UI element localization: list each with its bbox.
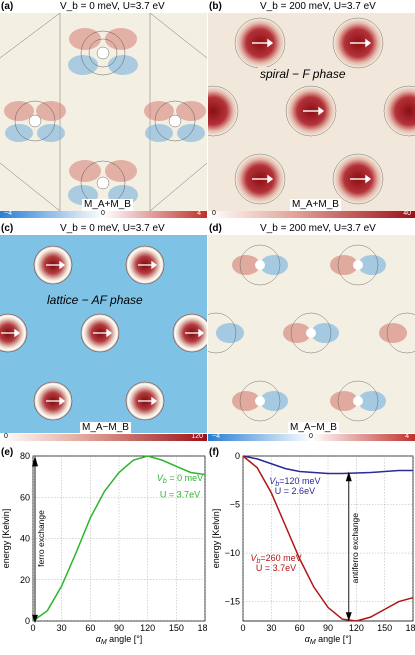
colorbar-min: 0 (4, 433, 8, 440)
map-label: M_A+M_B (290, 199, 341, 211)
phase-label: spiral − F phase (258, 67, 348, 81)
colorbar: 0 120 (0, 433, 207, 441)
x-tick-label: 180 (405, 623, 415, 633)
series-line-1 (242, 455, 413, 475)
y-tick-label: −5 (230, 500, 240, 510)
colorbar-max: 40 (403, 210, 411, 217)
panel-label: (e) (1, 447, 14, 458)
colorbar: 0 40 (208, 210, 415, 218)
exchange-annotation: antiferro exchange (350, 513, 360, 584)
lobe-cluster-right (144, 100, 206, 142)
panel-e: 0 30 60 90 120 150 180 0 20 40 60 80 αM angle [°] ene… (0, 446, 213, 650)
legend-red-line-2: U = 3.7eV (256, 563, 296, 573)
magnetization-map (208, 235, 415, 433)
x-tick-label: 30 (266, 623, 276, 633)
legend-line-1: Vb = 0 meV (157, 473, 203, 485)
x-tick-label: 180 (197, 623, 207, 633)
x-tick-label: 90 (323, 623, 333, 633)
arrow-head-up (32, 456, 38, 467)
x-tick-label: 0 (240, 623, 245, 633)
x-tick-label: 90 (114, 623, 124, 633)
y-tick-label: 0 (235, 451, 240, 461)
energy-chart-f: 0 30 60 90 120 150 180 0 −5 −10 −15 αM angle [°] ene… (211, 451, 415, 646)
y-tick-label: −15 (225, 597, 240, 607)
exchange-annotation: ferro exchange (36, 510, 46, 567)
y-tick-label: 40 (20, 534, 30, 544)
y-tick-label: 20 (20, 575, 30, 585)
x-tick-label: 150 (169, 623, 184, 633)
lobe-cluster-left (4, 100, 66, 142)
magnetization-map (0, 13, 207, 211)
magnetization-map (0, 235, 207, 433)
map-label: M_A−M_B (288, 422, 339, 434)
x-tick-label: 0 (30, 623, 35, 633)
arrow-head-down (32, 614, 38, 624)
energy-chart-e: 0 30 60 90 120 150 180 0 20 40 60 80 αM angle [°] ene… (1, 451, 213, 646)
series-line-2 (242, 455, 414, 622)
y-tick-label: 80 (20, 451, 30, 461)
y-tick-label: 60 (20, 492, 30, 502)
panel-label: (d) (209, 223, 222, 234)
y-tick-label: −10 (225, 548, 240, 558)
panel-a: (a) V_b = 0 meV, U=3.7 eV (0, 0, 207, 218)
panel-b: (b) V_b = 200 meV, U=3.7 eV spiral − F p… (208, 0, 415, 218)
panel-title: V_b = 200 meV, U=3.7 eV (260, 223, 376, 234)
map-label: M_A−M_B (80, 422, 131, 434)
y-tick-label: 0 (25, 616, 30, 626)
colorbar-min: −4 (212, 433, 220, 440)
lobe-cluster-top (68, 28, 138, 76)
panel-title: V_b = 0 meV, U=3.7 eV (60, 223, 165, 234)
panel-label: (c) (1, 223, 14, 234)
y-axis-label: energy [Kelvin] (1, 509, 11, 569)
legend-blue-line-1: Vb=120 meV (269, 476, 320, 488)
arrow-head-down (345, 612, 352, 621)
colorbar-mid: 0 (101, 210, 105, 217)
colorbar-min: −4 (4, 210, 12, 217)
panel-title: V_b = 0 meV, U=3.7 eV (60, 1, 165, 12)
x-axis-label: αM angle [°] (96, 634, 143, 646)
colorbar-max: 4 (405, 433, 409, 440)
spin-arrows (252, 38, 372, 184)
spin-arrows (1, 260, 205, 406)
panel-label: (a) (1, 1, 14, 12)
panel-c: (c) V_b = 0 meV, U=3.7 eV lattice − AF p… (0, 222, 207, 441)
panel-d: (d) V_b = 200 meV, U=3.7 eV (208, 222, 415, 441)
panel-label: (b) (209, 1, 222, 12)
panel-title: V_b = 200 meV, U=3.7 eV (260, 1, 376, 12)
colorbar-max: 4 (197, 210, 201, 217)
x-tick-label: 150 (377, 623, 392, 633)
x-tick-label: 120 (349, 623, 364, 633)
arrow-head-up (345, 471, 352, 482)
colorbar: −4 0 4 (208, 433, 415, 441)
colorbar-mid: 0 (309, 433, 313, 440)
x-tick-label: 120 (140, 623, 155, 633)
colorbar: −4 0 4 (0, 210, 207, 218)
colorbar-min: 0 (212, 210, 216, 217)
legend-line-2: U = 3.7eV (160, 489, 200, 499)
lobe-pattern (208, 244, 415, 422)
panel-f: 0 30 60 90 120 150 180 0 −5 −10 −15 αM angle [°] ene… (208, 446, 415, 650)
magnetization-map (208, 13, 415, 211)
series-line-1 (32, 455, 206, 622)
colorbar-max: 120 (191, 433, 203, 440)
phase-label: lattice − AF phase (47, 293, 143, 307)
x-tick-label: 60 (295, 623, 305, 633)
map-label: M_A+M_B (82, 199, 133, 211)
x-axis-label: αM angle [°] (305, 634, 352, 646)
x-tick-label: 60 (85, 623, 95, 633)
panel-label: (f) (209, 447, 219, 458)
legend-red-line-1: Vb=260 meV (250, 553, 301, 565)
y-axis-label: energy [Kelvin] (211, 509, 221, 569)
legend-blue-line-2: U = 2.6eV (275, 486, 315, 496)
x-tick-label: 30 (57, 623, 67, 633)
